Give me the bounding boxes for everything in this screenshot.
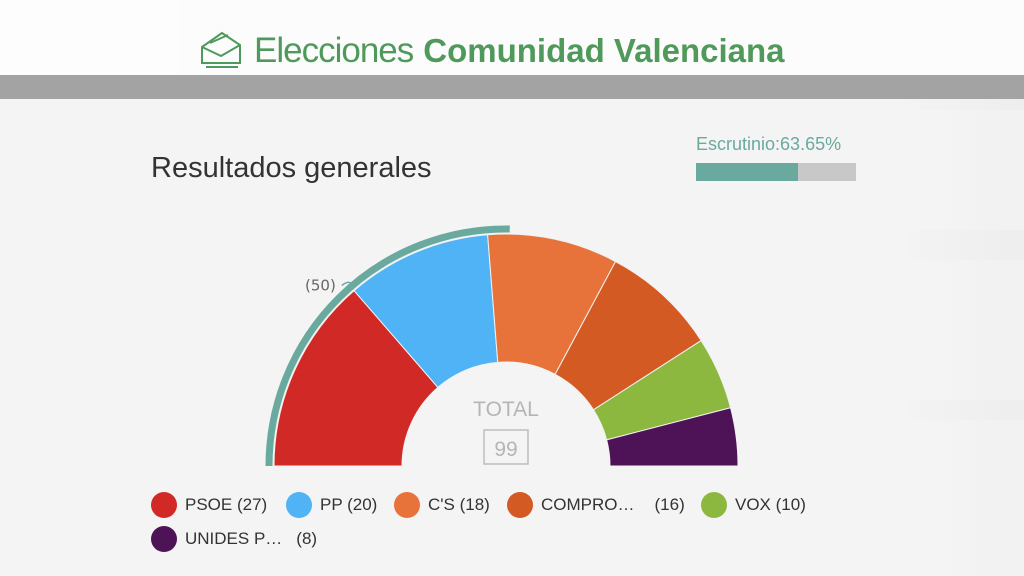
legend-label: VOX (10) bbox=[735, 495, 806, 514]
slice-unides-p bbox=[606, 407, 739, 467]
legend-item: UNIDES P… (8) bbox=[151, 526, 317, 552]
scrutiny-progress-bar bbox=[696, 163, 856, 181]
legend-item: PSOE (27) bbox=[151, 492, 267, 518]
total-value: 99 bbox=[494, 438, 517, 461]
legend-swatch bbox=[394, 492, 420, 518]
legend-item: PP (20) bbox=[286, 492, 377, 518]
legend-swatch bbox=[151, 492, 177, 518]
legend-swatch bbox=[286, 492, 312, 518]
title-bold: Comunidad Valenciana bbox=[423, 32, 785, 69]
slice-psoe bbox=[273, 289, 439, 467]
scrutiny-value: 63.65% bbox=[780, 134, 842, 154]
legend-item: C'S (18) bbox=[394, 492, 490, 518]
total-label: TOTAL bbox=[473, 398, 539, 421]
legend-seats: (8) bbox=[296, 529, 318, 548]
section-title: Resultados generales bbox=[151, 152, 432, 184]
legend-swatch bbox=[507, 492, 533, 518]
legend-swatch bbox=[701, 492, 727, 518]
scrutiny-label: Escrutinio: bbox=[696, 134, 781, 154]
majority-tick bbox=[341, 281, 357, 288]
header-bar: Elecciones Comunidad Valenciana bbox=[0, 0, 1024, 75]
app-title: Elecciones Comunidad Valenciana bbox=[198, 26, 785, 76]
legend-label: UNIDES P… bbox=[185, 529, 283, 548]
legend-label: COMPRO… bbox=[541, 495, 635, 514]
scrutiny-readout: Escrutinio: 63.65% bbox=[696, 134, 841, 155]
title-light: Elecciones bbox=[254, 31, 414, 70]
legend-swatch bbox=[151, 526, 177, 552]
envelope-icon bbox=[198, 29, 244, 74]
legend-item: VOX (10) bbox=[701, 492, 806, 518]
majority-arc bbox=[265, 225, 510, 467]
legend-label: PP (20) bbox=[320, 495, 378, 514]
scrutiny-progress-fill bbox=[696, 163, 798, 181]
header-divider bbox=[0, 75, 1024, 99]
legend-item: COMPRO… (16) bbox=[507, 492, 685, 518]
total-box bbox=[483, 429, 529, 465]
majority-label: (50) bbox=[305, 277, 336, 295]
legend-label: C'S (18) bbox=[428, 495, 490, 514]
legend-seats: (16) bbox=[654, 495, 685, 514]
legend-label: PSOE (27) bbox=[185, 495, 268, 514]
